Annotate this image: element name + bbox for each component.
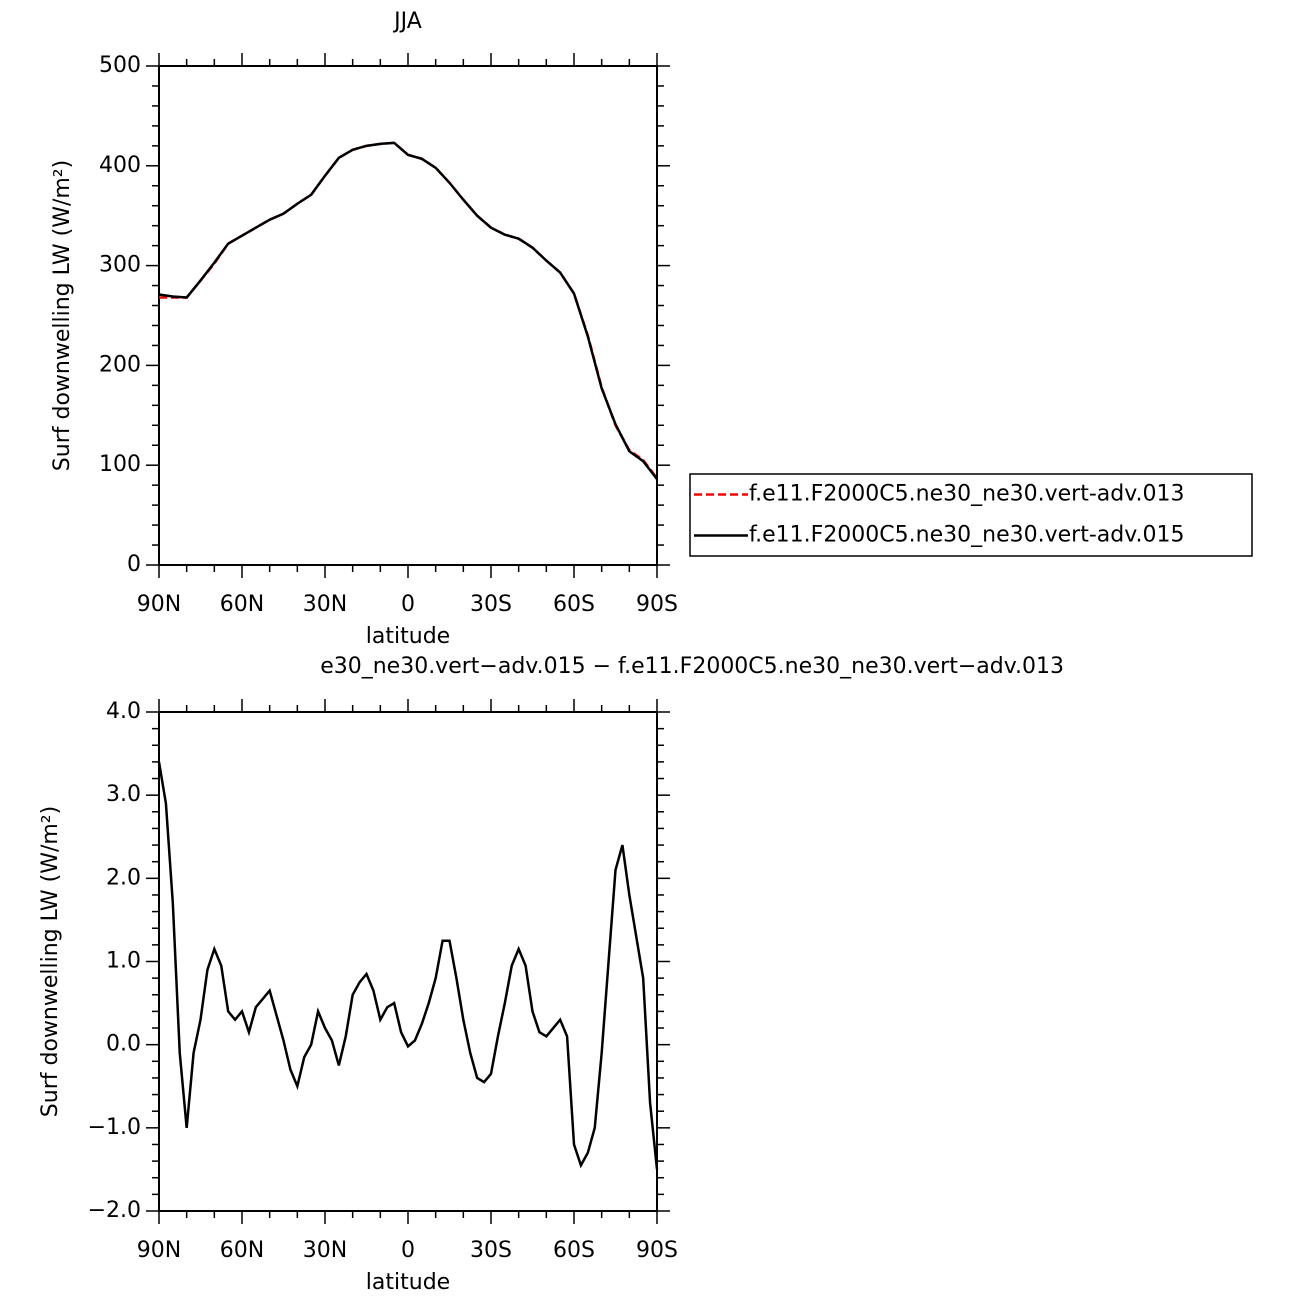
y-tick-label: 0 (127, 552, 141, 577)
x-tick-label: 60S (553, 592, 595, 617)
y-tick-label: 100 (99, 452, 141, 477)
x-tick-label: 60S (553, 1238, 595, 1263)
y-tick-label: 3.0 (106, 782, 141, 807)
y-axis-label: Surf downwelling LW (W/m²) (50, 160, 75, 471)
data-line (159, 141, 658, 479)
x-tick-label: 30S (470, 592, 512, 617)
x-tick-label: 90S (636, 1238, 678, 1263)
x-tick-label: 30N (303, 1238, 347, 1263)
data-line (158, 141, 658, 480)
y-tick-label: 4.0 (106, 699, 141, 724)
data-line (157, 761, 659, 1170)
x-axis-label: latitude (366, 1270, 450, 1295)
x-tick-label: 60N (220, 592, 264, 617)
y-tick-label: −2.0 (88, 1198, 141, 1223)
x-tick-label: 90S (636, 592, 678, 617)
x-tick-label: 90N (137, 1238, 181, 1263)
x-tick-label: 90N (137, 592, 181, 617)
y-tick-label: 0.0 (106, 1032, 141, 1057)
x-tick-label: 60N (220, 1238, 264, 1263)
x-tick-label: 0 (401, 1238, 415, 1263)
chart-title: e30_ne30.vert−adv.015 − f.e11.F2000C5.ne… (320, 654, 1064, 679)
y-tick-label: 2.0 (106, 865, 141, 890)
chart-title: JJA (392, 9, 422, 34)
y-tick-label: 400 (99, 153, 141, 178)
y-tick-label: 200 (99, 352, 141, 377)
legend-label: f.e11.F2000C5.ne30_ne30.vert-adv.013 (749, 482, 1185, 507)
x-tick-label: 0 (401, 592, 415, 617)
legend-label: f.e11.F2000C5.ne30_ne30.vert-adv.015 (749, 523, 1185, 548)
y-tick-label: 1.0 (106, 949, 141, 974)
x-axis-label: latitude (366, 624, 450, 649)
y-axis-label: Surf downwelling LW (W/m²) (38, 806, 63, 1117)
plot-frame (158, 711, 658, 1212)
legend-box (689, 473, 1253, 557)
y-tick-label: 300 (99, 253, 141, 278)
x-tick-label: 30N (303, 592, 347, 617)
x-tick-label: 30S (470, 1238, 512, 1263)
y-tick-label: −1.0 (88, 1115, 141, 1140)
y-tick-label: 500 (99, 53, 141, 78)
plot-frame (158, 65, 658, 566)
